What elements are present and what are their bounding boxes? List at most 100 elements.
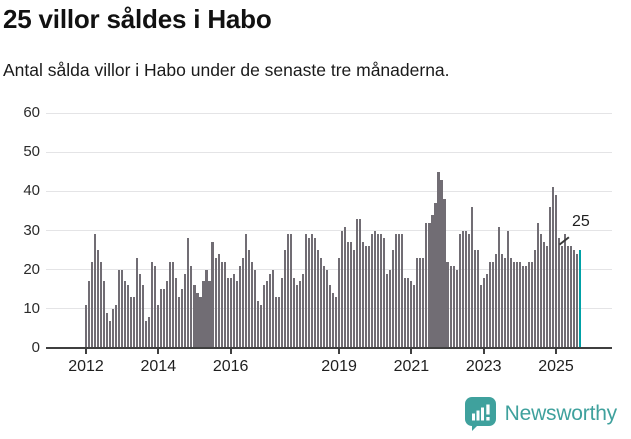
bar xyxy=(461,230,464,348)
y-axis-label: 40 xyxy=(23,182,40,200)
bar xyxy=(371,234,374,348)
axis-tick xyxy=(229,349,232,354)
bar xyxy=(178,297,181,348)
bar xyxy=(106,312,109,348)
bar xyxy=(458,234,461,348)
bar xyxy=(341,230,344,348)
bar xyxy=(344,226,347,348)
bar xyxy=(133,297,136,348)
axis-tick xyxy=(555,349,557,354)
bar xyxy=(175,277,178,348)
bar xyxy=(103,281,106,348)
bar xyxy=(259,304,262,348)
bar xyxy=(410,281,413,348)
bar xyxy=(193,285,196,348)
gridline xyxy=(46,230,612,231)
bar xyxy=(497,226,500,348)
bar xyxy=(93,234,97,348)
bar xyxy=(142,285,145,348)
bar xyxy=(392,250,395,348)
axis-tick xyxy=(338,349,341,354)
axis-tick xyxy=(410,349,413,354)
bar xyxy=(398,234,401,348)
bar xyxy=(229,277,232,348)
value-annotation: 25 xyxy=(572,213,590,230)
bar xyxy=(256,301,259,348)
bar xyxy=(434,203,437,348)
bar xyxy=(422,257,425,348)
bar xyxy=(154,265,157,348)
year-label: 2019 xyxy=(321,358,357,375)
bar xyxy=(473,250,476,348)
bar xyxy=(157,304,160,348)
bar xyxy=(509,257,512,348)
bar xyxy=(416,257,419,348)
newsworthy-logo-icon xyxy=(464,397,496,431)
bar xyxy=(253,269,256,348)
bar xyxy=(521,265,524,348)
bar xyxy=(512,261,515,348)
bar xyxy=(97,250,100,348)
gridline xyxy=(46,151,612,153)
bar xyxy=(383,238,386,348)
bar xyxy=(235,281,238,348)
bar xyxy=(560,246,564,348)
bar xyxy=(542,242,545,348)
y-axis-label: 30 xyxy=(23,221,40,239)
bar xyxy=(124,281,127,348)
bar xyxy=(84,304,88,348)
bar xyxy=(347,242,350,348)
bar xyxy=(476,250,479,348)
bar xyxy=(518,261,521,348)
year-label: 2014 xyxy=(140,358,177,375)
bar xyxy=(419,257,422,348)
bar xyxy=(127,285,130,348)
bar xyxy=(567,246,570,348)
bar xyxy=(268,273,271,348)
chart-title: 25 villor såldes i Habo xyxy=(3,4,272,34)
bar xyxy=(338,257,341,348)
bar xyxy=(368,246,371,348)
bar xyxy=(328,285,332,348)
bar xyxy=(280,277,283,348)
bar xyxy=(443,199,446,348)
bar xyxy=(139,273,142,348)
bar xyxy=(145,320,148,348)
bar xyxy=(353,250,356,348)
bar xyxy=(169,261,172,348)
year-label: 2025 xyxy=(538,358,574,375)
bar xyxy=(226,277,229,348)
bar xyxy=(386,273,389,348)
bar xyxy=(401,234,404,348)
axis-tick xyxy=(482,349,485,354)
bar xyxy=(536,222,539,348)
bar xyxy=(247,250,250,348)
bar xyxy=(265,281,268,348)
year-label: 2023 xyxy=(465,358,502,375)
bar xyxy=(208,281,211,348)
newsworthy-logo: Newsworthy xyxy=(464,396,617,431)
bar xyxy=(440,179,443,348)
bar xyxy=(530,261,533,348)
bar xyxy=(217,254,220,348)
bar xyxy=(563,234,567,348)
bar xyxy=(482,277,485,348)
bar xyxy=(214,257,217,348)
bar xyxy=(449,265,452,348)
bar xyxy=(545,246,548,348)
chart-subtitle: Antal sålda villor i Habo under de senas… xyxy=(3,60,450,80)
bar xyxy=(455,269,458,348)
bar xyxy=(325,269,329,348)
bar xyxy=(380,234,383,348)
bar xyxy=(570,246,573,348)
bar xyxy=(295,285,298,348)
bar xyxy=(301,273,304,348)
bar xyxy=(130,297,133,348)
bar xyxy=(389,269,392,348)
bar xyxy=(313,238,317,348)
bar xyxy=(533,250,536,348)
bar xyxy=(289,234,292,348)
bar xyxy=(283,250,286,348)
highlighted-bar xyxy=(579,250,582,348)
bar xyxy=(479,285,482,348)
